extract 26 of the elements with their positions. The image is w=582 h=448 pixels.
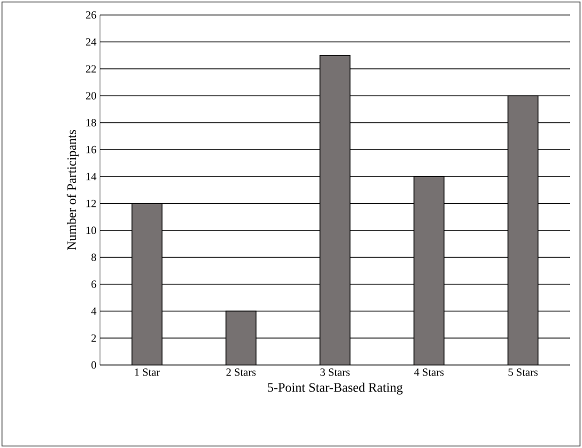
y-tick-label: 8: [91, 254, 96, 261]
x-tick-label: 2 Stars: [226, 368, 256, 376]
y-tick-label: 0: [91, 361, 96, 369]
bar: [414, 176, 444, 365]
y-tick-label: 10: [86, 226, 96, 234]
x-tick-label: 3 Stars: [320, 368, 350, 376]
y-axis-title: Number of Participants: [66, 130, 79, 250]
bar: [508, 95, 538, 365]
y-tick-label: 22: [86, 65, 96, 72]
bar: [320, 54, 350, 365]
x-tick-label: 4 Stars: [414, 368, 444, 376]
y-tick-label: 26: [86, 11, 96, 19]
y-tick-label: 4: [91, 308, 96, 315]
y-tick-label: 12: [86, 200, 96, 208]
y-tick-label: 2: [91, 334, 96, 342]
y-tick-label: 20: [86, 92, 96, 100]
bar: [226, 310, 256, 365]
x-tick-label: 5 Stars: [508, 368, 538, 376]
y-tick-label: 24: [86, 38, 96, 46]
bar: [132, 203, 162, 365]
x-axis-title: 5-Point Star-Based Rating: [268, 382, 403, 394]
x-tick-label: 1 Star: [135, 368, 160, 376]
y-tick-label: 18: [86, 118, 96, 126]
y-tick-label: 6: [91, 280, 96, 288]
y-tick-label: 14: [86, 172, 96, 180]
y-tick-label: 16: [86, 146, 96, 154]
